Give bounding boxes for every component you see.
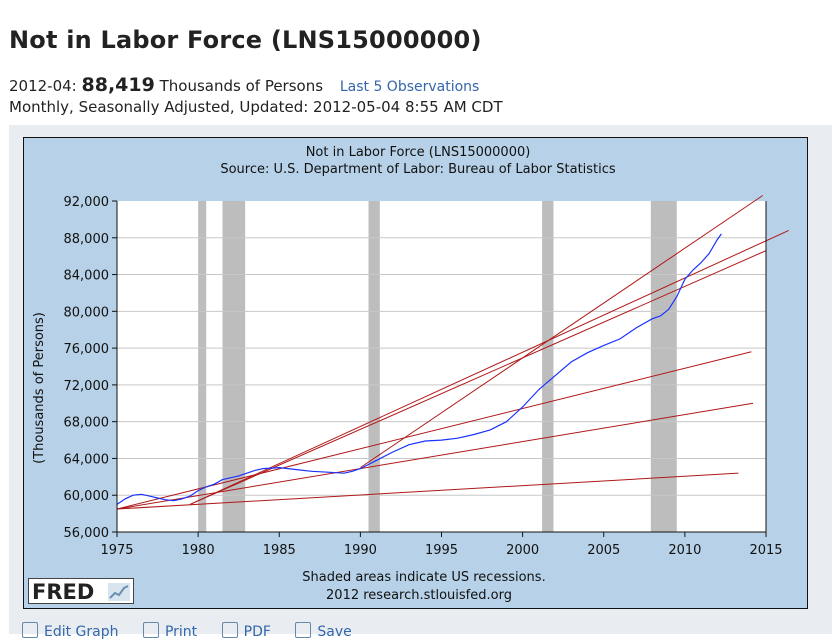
y-axis-label: (Thousands of Persons) <box>32 312 47 464</box>
print-button[interactable]: Print <box>142 622 198 640</box>
y-tick-label: 64,000 <box>64 452 110 467</box>
y-tick-label: 80,000 <box>64 305 110 320</box>
x-tick-label: 1980 <box>182 543 215 558</box>
page-title: Not in Labor Force (LNS15000000) <box>9 26 482 54</box>
save-icon <box>295 622 312 638</box>
y-tick-label: 68,000 <box>64 416 110 431</box>
observation-units: Thousands of Persons <box>159 77 324 95</box>
pencil-icon <box>22 622 38 638</box>
edit-graph-label: Edit Graph <box>44 624 119 640</box>
chart-footnote: Shaded areas indicate US recessions. <box>302 570 545 585</box>
save-button[interactable]: Save <box>295 622 352 640</box>
print-label: Print <box>164 624 198 640</box>
chart-credit: 2012 research.stlouisfed.org <box>326 588 512 603</box>
trend-line <box>117 402 754 510</box>
observation-date: 2012-04: <box>9 77 77 95</box>
save-label: Save <box>317 624 352 640</box>
printer-icon <box>142 622 159 638</box>
x-tick-label: 1985 <box>263 543 296 558</box>
recession-band <box>368 201 380 532</box>
fred-logo-text: FRED <box>32 580 95 604</box>
trend-line <box>117 472 739 510</box>
trend-line <box>117 351 752 510</box>
y-tick-label: 88,000 <box>64 232 110 247</box>
y-tick-label: 56,000 <box>64 526 110 541</box>
recession-band <box>222 201 246 532</box>
x-tick-label: 1975 <box>100 543 133 558</box>
x-tick-label: 2005 <box>587 543 620 558</box>
y-tick-label: 72,000 <box>64 379 110 394</box>
x-tick-label: 2010 <box>668 543 701 558</box>
pdf-label: PDF <box>243 624 271 640</box>
x-tick-label: 1990 <box>344 543 377 558</box>
fred-logo: FRED <box>28 578 134 604</box>
recession-band <box>650 201 677 532</box>
y-tick-label: 76,000 <box>64 342 110 357</box>
observation-value: 88,419 <box>81 74 155 96</box>
y-tick-label: 60,000 <box>64 489 110 504</box>
trend-line <box>189 229 789 505</box>
series-meta: Monthly, Seasonally Adjusted, Updated: 2… <box>9 98 503 116</box>
y-tick-label: 92,000 <box>64 195 110 210</box>
recession-band <box>542 201 554 532</box>
chart-spark-icon <box>108 583 130 601</box>
x-tick-label: 1995 <box>425 543 458 558</box>
observation-line: 2012-04: 88,419 Thousands of Persons Las… <box>9 74 479 96</box>
chart-subtitle: Source: U.S. Department of Labor: Bureau… <box>220 162 616 177</box>
trend-line <box>189 250 767 505</box>
y-tick-label: 84,000 <box>64 269 110 284</box>
series-line <box>116 233 722 505</box>
pdf-icon <box>221 622 238 638</box>
pdf-button[interactable]: PDF <box>221 622 271 640</box>
x-tick-label: 2015 <box>749 543 782 558</box>
chart-title: Not in Labor Force (LNS15000000) <box>306 145 531 160</box>
x-tick-label: 2000 <box>506 543 539 558</box>
trend-line <box>360 195 764 469</box>
graph-toolbar: Edit Graph Print PDF Save <box>22 622 372 640</box>
last-observations-link[interactable]: Last 5 Observations <box>339 79 480 95</box>
edit-graph-button[interactable]: Edit Graph <box>22 622 119 640</box>
recession-band <box>198 201 207 532</box>
